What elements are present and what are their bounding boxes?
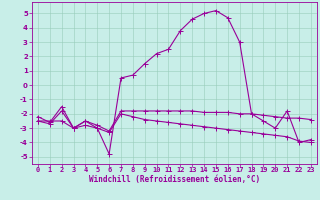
X-axis label: Windchill (Refroidissement éolien,°C): Windchill (Refroidissement éolien,°C) bbox=[89, 175, 260, 184]
